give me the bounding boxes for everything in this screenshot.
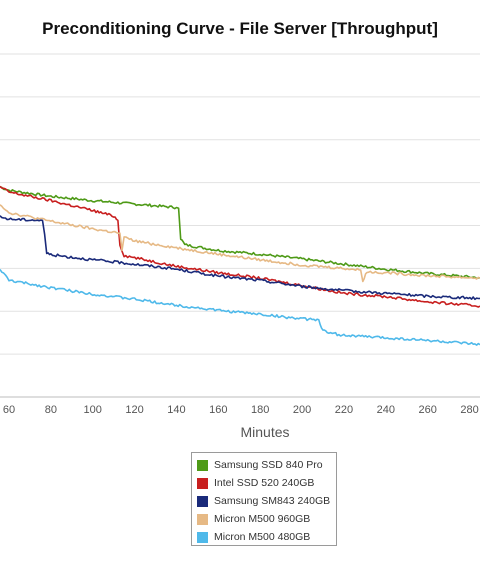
x-tick-label: 160	[209, 404, 227, 416]
series-line	[0, 204, 480, 283]
series-line	[0, 268, 480, 346]
x-tick-label: 120	[125, 404, 143, 416]
legend-label: Intel SSD 520 240GB	[214, 477, 315, 489]
series-line	[0, 215, 480, 301]
x-tick-label: 240	[377, 404, 395, 416]
series-line	[0, 186, 480, 280]
legend-label: Micron M500 480GB	[214, 531, 311, 543]
x-tick-label: 280	[460, 404, 478, 416]
legend-swatch	[197, 477, 208, 489]
legend-swatch	[197, 495, 208, 507]
legend-swatch	[197, 513, 208, 525]
legend-swatch	[197, 459, 208, 471]
x-tick-label: 220	[335, 404, 353, 416]
series-line	[0, 185, 480, 308]
x-axis-tick-labels: 60 80 100 120 140 160 180 200 220 240 260 280	[3, 404, 479, 416]
x-axis-label: Minutes	[240, 424, 289, 440]
x-tick-label: 60	[3, 404, 15, 416]
grid-lines	[0, 53, 480, 398]
legend-swatch	[197, 531, 208, 543]
legend-label: Samsung SM843 240GB	[214, 495, 331, 507]
legend-item[interactable]: Samsung SSD 840 Pro	[197, 456, 336, 474]
x-tick-label: 200	[293, 404, 311, 416]
legend-label: Micron M500 960GB	[214, 513, 311, 525]
x-tick-label: 100	[84, 404, 102, 416]
legend-label: Samsung SSD 840 Pro	[214, 459, 323, 471]
legend-item[interactable]: Intel SSD 520 240GB	[197, 474, 336, 492]
x-tick-label: 80	[45, 404, 57, 416]
legend-item[interactable]: Samsung SM843 240GB	[197, 492, 336, 510]
x-tick-label: 140	[167, 404, 185, 416]
series-lines	[0, 185, 480, 346]
chart-legend: Samsung SSD 840 Pro Intel SSD 520 240GB …	[191, 452, 337, 546]
legend-item[interactable]: Micron M500 480GB	[197, 528, 336, 546]
x-tick-label: 180	[251, 404, 269, 416]
legend-item[interactable]: Micron M500 960GB	[197, 510, 336, 528]
chart-title: Preconditioning Curve - File Server [Thr…	[42, 19, 438, 38]
x-tick-label: 260	[418, 404, 436, 416]
